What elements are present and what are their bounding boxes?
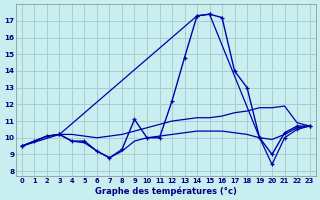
X-axis label: Graphe des températures (°c): Graphe des températures (°c)	[95, 186, 237, 196]
